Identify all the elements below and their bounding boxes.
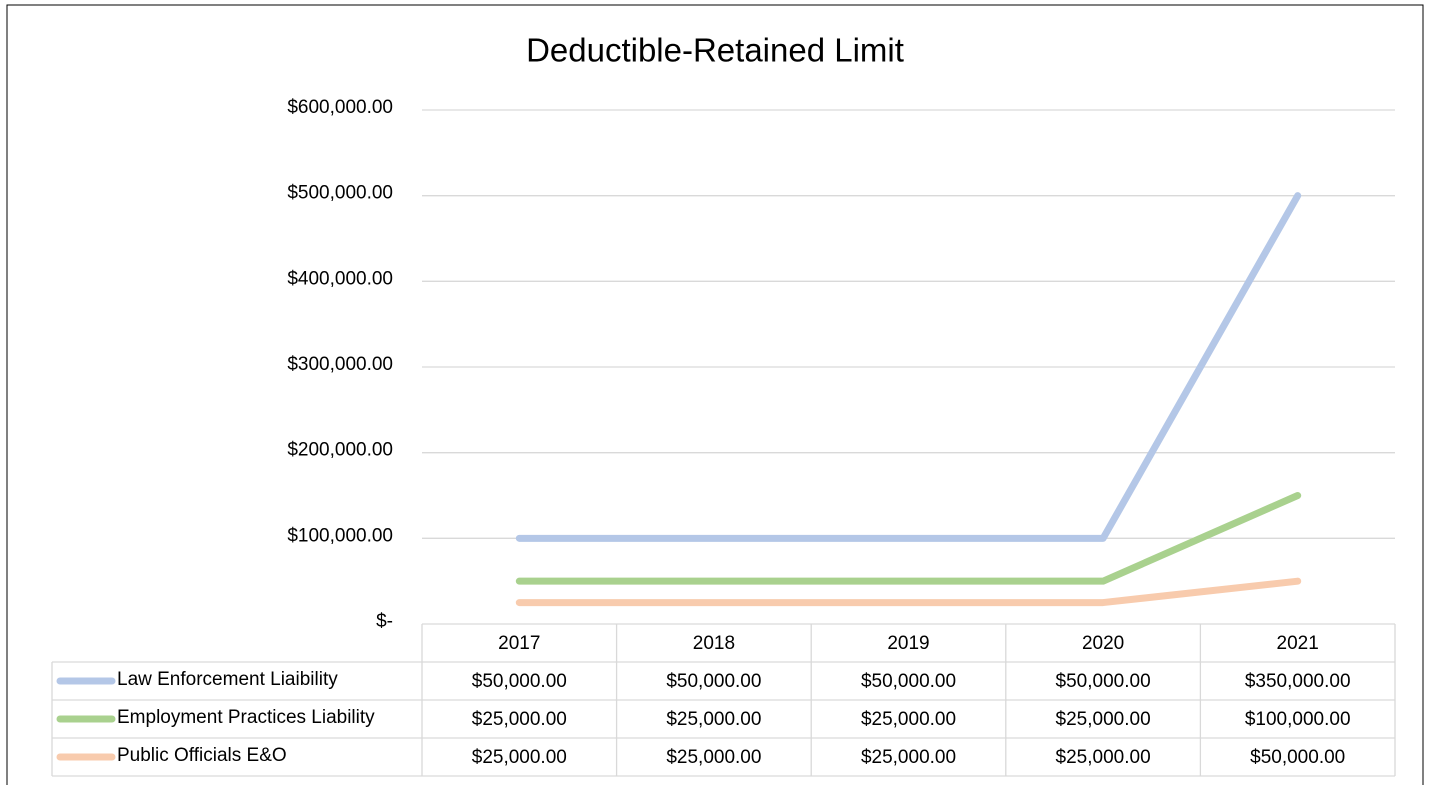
table-value: $25,000.00 (472, 709, 567, 730)
y-tick-label: $400,000.00 (287, 268, 393, 289)
table-value: $50,000.00 (666, 671, 761, 692)
table-value: $350,000.00 (1245, 671, 1351, 692)
y-tick-label: $- (376, 611, 393, 632)
table-value: $25,000.00 (666, 709, 761, 730)
x-tick-label: 2017 (498, 633, 540, 654)
legend-label: Law Enforcement Liaibility (117, 669, 338, 690)
x-tick-label: 2020 (1082, 633, 1124, 654)
chart-frame (6, 4, 1424, 785)
table-value: $100,000.00 (1245, 709, 1351, 730)
x-tick-label: 2018 (693, 633, 735, 654)
legend-label: Public Officials E&O (117, 745, 287, 766)
series-line (515, 492, 1302, 585)
y-tick-label: $200,000.00 (287, 440, 393, 461)
x-tick-label: 2019 (887, 633, 929, 654)
table-value: $25,000.00 (1056, 747, 1151, 768)
table-value: $50,000.00 (1056, 671, 1151, 692)
chart-title: Deductible-Retained Limit (526, 32, 904, 69)
y-tick-label: $100,000.00 (287, 525, 393, 546)
table-value: $25,000.00 (666, 747, 761, 768)
x-tick-label: 2021 (1277, 633, 1319, 654)
table-value: $50,000.00 (1250, 747, 1345, 768)
series-line (515, 192, 1302, 542)
table-value: $25,000.00 (861, 747, 956, 768)
table-value: $25,000.00 (472, 747, 567, 768)
table-value: $50,000.00 (472, 671, 567, 692)
series-line (515, 577, 1302, 607)
table-value: $25,000.00 (1056, 709, 1151, 730)
table-value: $25,000.00 (861, 709, 956, 730)
legend-label: Employment Practices Liability (117, 707, 375, 728)
y-tick-label: $300,000.00 (287, 354, 393, 375)
y-tick-label: $600,000.00 (287, 97, 393, 118)
table-value: $50,000.00 (861, 671, 956, 692)
y-tick-label: $500,000.00 (287, 183, 393, 204)
